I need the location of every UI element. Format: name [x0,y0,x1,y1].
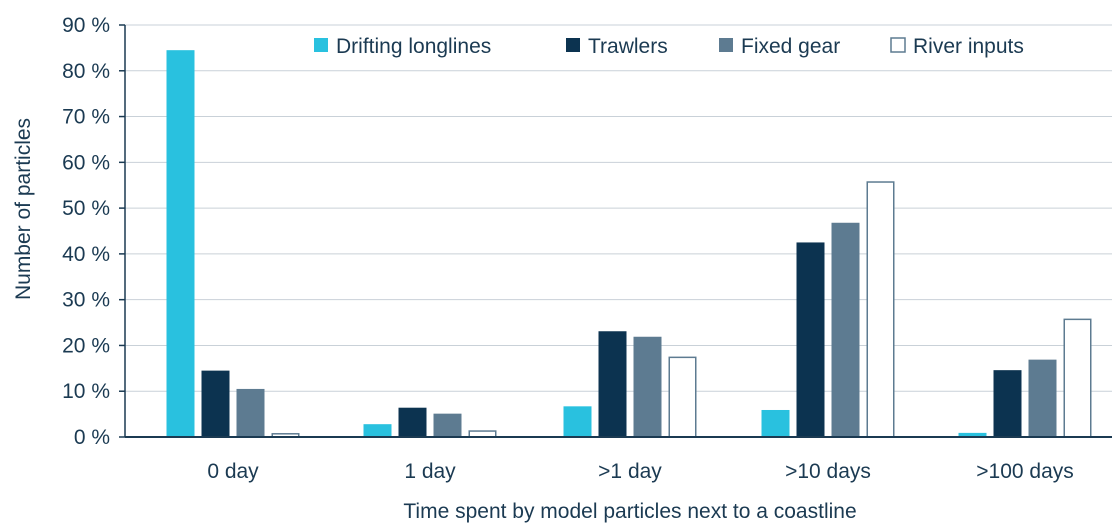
legend-swatch [890,37,906,53]
y-tick-label: 90 % [62,14,110,37]
legend: Drifting longlines Trawlers Fixed gear Rive… [314,35,1024,58]
y-tick-label: 20 % [62,334,110,357]
bar-trawlers-1 [398,407,427,437]
bar-trawlers-2 [598,331,627,437]
y-tick-label: 80 % [62,60,110,83]
legend-label: River inputs [913,35,1024,58]
bar-drifting-longlines-2 [563,406,592,437]
y-tick-label: 30 % [62,289,110,312]
y-tick-label: 10 % [62,380,110,403]
legend-label: Trawlers [588,35,668,58]
legend-label: Drifting longlines [336,35,491,58]
legend-swatch [314,38,328,52]
bar-drifting-longlines-3 [761,409,790,437]
y-tick-label: 40 % [62,243,110,266]
bars [166,50,1092,438]
y-tick-label: 50 % [62,197,110,220]
bar-fixed-gear-2 [633,336,662,437]
y-tick-label: 0 % [74,426,110,449]
bar-river-inputs-4 [1063,318,1092,438]
legend-swatch [719,38,733,52]
y-axis-title: Number of particles [12,118,35,300]
bar-drifting-longlines-1 [363,424,392,437]
bar-fixed-gear-0 [236,388,265,437]
x-axis-title: Time spent by model particles next to a … [403,500,856,523]
gridlines [125,24,1112,392]
x-tick-label: >10 days [785,460,871,483]
y-tick-label: 60 % [62,151,110,174]
bar-fixed-gear-3 [831,222,860,437]
y-tick-label: 70 % [62,106,110,129]
bar-drifting-longlines-0 [166,50,195,438]
bar-river-inputs-2 [668,356,697,438]
bar-fixed-gear-1 [433,413,462,437]
x-tick-label: >100 days [976,460,1074,483]
bar-river-inputs-3 [866,181,895,438]
legend-swatch [566,38,580,52]
x-tick-label: 0 day [207,460,259,483]
legend-label: Fixed gear [741,35,840,58]
bar-trawlers-3 [796,242,825,437]
bar-trawlers-4 [993,370,1022,437]
bar-fixed-gear-4 [1028,359,1057,437]
y-axis-ticks: 0 % 10 % 20 % 30 % 40 % 50 % 60 % 70 % 80 % 90 % [62,14,126,449]
x-axis-ticks: 0 day 1 day >1 day >10 days >100 days [207,460,1073,483]
x-tick-label: 1 day [404,460,456,483]
bar-trawlers-0 [201,370,230,437]
bar-drifting-longlines-4 [958,432,987,437]
x-tick-label: >1 day [598,460,662,483]
